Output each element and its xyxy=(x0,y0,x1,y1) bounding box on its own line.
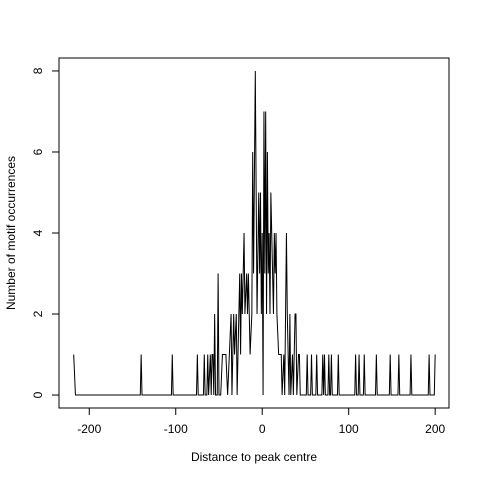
y-tick-label: 6 xyxy=(31,148,45,155)
x-tick-label: 100 xyxy=(339,422,359,436)
y-tick-label: 0 xyxy=(31,391,45,398)
x-tick-label: 200 xyxy=(425,422,445,436)
y-tick-label: 2 xyxy=(31,310,45,317)
y-tick-label: 4 xyxy=(31,229,45,236)
y-axis-label: Number of motif occurrences xyxy=(4,156,18,310)
x-tick-label: -200 xyxy=(77,422,101,436)
data-line xyxy=(73,70,436,396)
x-tick-label: 0 xyxy=(259,422,266,436)
x-axis-label: Distance to peak centre xyxy=(191,450,317,464)
y-tick-label: 8 xyxy=(31,67,45,74)
x-tick-label: -100 xyxy=(164,422,188,436)
